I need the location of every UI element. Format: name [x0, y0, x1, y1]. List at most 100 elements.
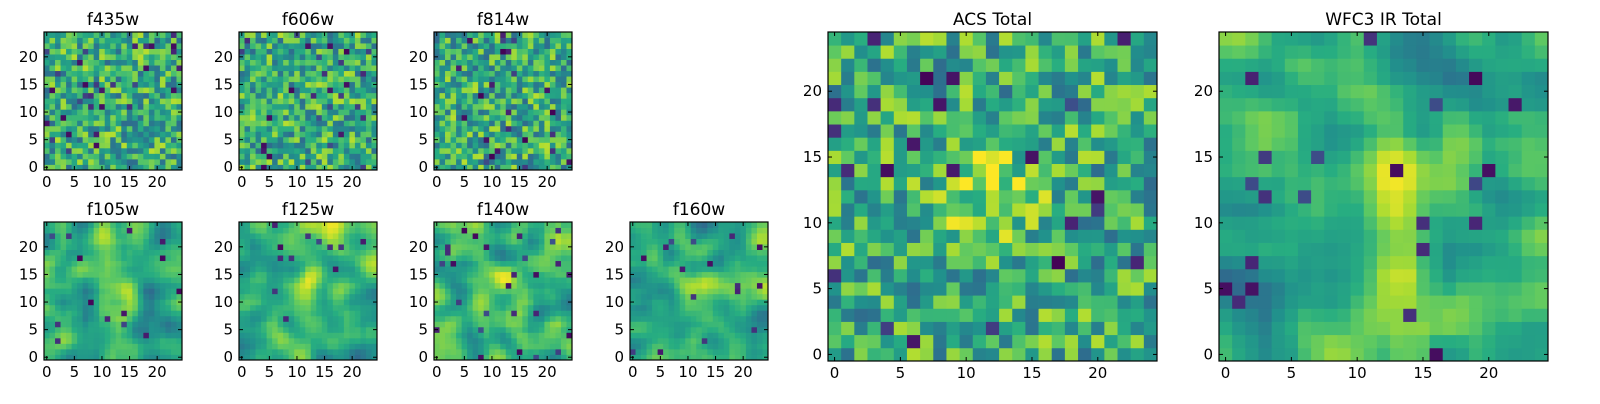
heatmap-cell: [495, 76, 501, 82]
heatmap-cell: [751, 255, 757, 261]
heatmap-cell: [333, 288, 339, 294]
heatmap-cell: [674, 222, 680, 228]
heatmap-cell: [751, 310, 757, 316]
heatmap-cell: [239, 60, 245, 66]
heatmap-cells: [44, 32, 182, 170]
heatmap-cell: [261, 65, 267, 71]
heatmap-cell: [641, 332, 647, 338]
x-tick-label: 0: [237, 363, 247, 381]
heatmap-cell: [132, 76, 138, 82]
heatmap-cell: [55, 222, 61, 228]
heatmap-cell: [495, 65, 501, 71]
heatmap-cell: [1118, 229, 1132, 243]
heatmap-cell: [77, 87, 83, 93]
heatmap-cell: [680, 332, 686, 338]
heatmap-cell: [110, 228, 116, 234]
heatmap-cell: [267, 327, 273, 333]
heatmap-cell: [550, 38, 556, 44]
heatmap-cell: [327, 294, 333, 300]
heatmap-cell: [539, 244, 545, 250]
heatmap-cell: [561, 250, 567, 256]
heatmap-cell: [278, 115, 284, 121]
heatmap-cell: [636, 255, 642, 261]
heatmap-cell: [702, 283, 708, 289]
heatmap-cell: [724, 283, 730, 289]
heatmap-cell: [66, 272, 72, 278]
heatmap-cell: [467, 277, 473, 283]
heatmap-cell: [55, 244, 61, 250]
heatmap-cell: [94, 343, 100, 349]
heatmap-cell: [462, 288, 468, 294]
heatmap-cell: [61, 261, 67, 267]
heatmap-cell: [83, 93, 89, 99]
heatmap-cell: [283, 120, 289, 126]
y-tick-label: 20: [214, 48, 233, 66]
heatmap-cell: [907, 348, 921, 362]
heatmap-cell: [641, 266, 647, 272]
heatmap-cell: [467, 98, 473, 104]
heatmap-cell: [138, 222, 144, 228]
heatmap-cell: [116, 153, 122, 159]
heatmap-cell: [841, 256, 855, 270]
heatmap-cell: [685, 277, 691, 283]
heatmap-cell: [511, 299, 517, 305]
heatmap-cell: [674, 288, 680, 294]
heatmap-cell: [99, 153, 105, 159]
heatmap-cell: [305, 126, 311, 132]
heatmap-cell: [261, 239, 267, 245]
heatmap-cell: [462, 142, 468, 148]
heatmap-cell: [907, 269, 921, 283]
heatmap-cell: [278, 228, 284, 234]
heatmap-cell: [533, 239, 539, 245]
heatmap-cell: [999, 308, 1013, 322]
heatmap-cell: [757, 338, 763, 344]
heatmap-cell: [757, 222, 763, 228]
heatmap-cell: [305, 38, 311, 44]
heatmap-cell: [1039, 216, 1053, 230]
heatmap-cell: [500, 255, 506, 261]
heatmap-cell: [132, 142, 138, 148]
heatmap-cell: [473, 255, 479, 261]
heatmap-cell: [322, 261, 328, 267]
heatmap-cell: [445, 93, 451, 99]
heatmap-cell: [691, 283, 697, 289]
heatmap-cell: [1131, 282, 1145, 296]
heatmap-cell: [652, 338, 658, 344]
heatmap-cell: [132, 43, 138, 49]
heatmap-cell: [511, 305, 517, 311]
heatmap-cell: [674, 261, 680, 267]
heatmap-cell: [647, 250, 653, 256]
heatmap-cell: [467, 109, 473, 115]
heatmap-cell: [110, 131, 116, 137]
heatmap-cell: [434, 87, 440, 93]
y-tick-label: 20: [409, 238, 428, 256]
heatmap-cell: [239, 71, 245, 77]
heatmap-cell: [1052, 335, 1066, 349]
heatmap-cell: [495, 310, 501, 316]
heatmap-cell: [105, 49, 111, 55]
heatmap-cell: [245, 76, 251, 82]
heatmap-cell: [522, 338, 528, 344]
heatmap-cell: [105, 93, 111, 99]
heatmap-cell: [467, 148, 473, 154]
heatmap-cell: [828, 256, 842, 270]
heatmap-cell: [171, 266, 177, 272]
heatmap-cell: [294, 327, 300, 333]
heatmap-cell: [44, 120, 50, 126]
heatmap-cell: [440, 104, 446, 110]
heatmap-cell: [630, 228, 636, 234]
heatmap-cell: [867, 348, 881, 362]
heatmap-cell: [72, 305, 78, 311]
heatmap-cell: [539, 148, 545, 154]
heatmap-cell: [522, 288, 528, 294]
heatmap-cell: [550, 109, 556, 115]
heatmap-cell: [740, 332, 746, 338]
heatmap-cell: [272, 239, 278, 245]
heatmap-cell: [110, 321, 116, 327]
heatmap-cell: [999, 348, 1013, 362]
heatmap-cell: [121, 305, 127, 311]
heatmap-cell: [289, 266, 295, 272]
heatmap-cell: [99, 76, 105, 82]
heatmap-cell: [267, 316, 273, 322]
